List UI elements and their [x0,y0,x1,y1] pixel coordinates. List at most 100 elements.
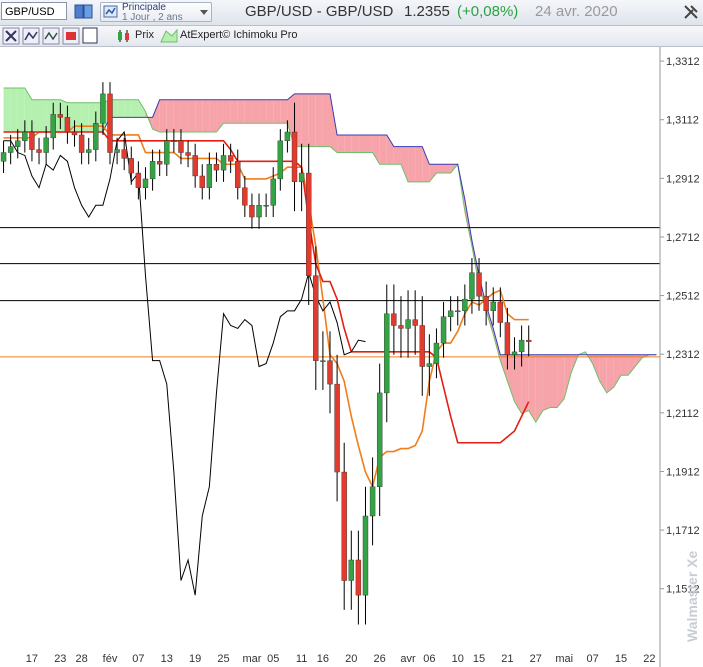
cloud-segment [479,275,487,311]
cloud-segment [308,93,316,147]
cloud-segment [53,99,61,133]
candle-body [334,383,340,473]
settings-icon[interactable] [682,3,700,21]
x-tick-label: 26 [374,653,386,665]
cloud-segment [535,354,543,423]
cloud-segment [145,111,153,130]
cloud-segment [542,354,550,411]
cloud-segment [330,93,338,153]
candle-body [362,515,369,596]
candle-body [277,140,284,180]
candle-body [149,161,156,180]
span-a-line [3,87,657,424]
x-tick-label: 11 [296,653,307,665]
x-tick-label: 25 [217,653,229,665]
candle-body [270,178,276,206]
cloud-segment [237,99,245,124]
tool-icons[interactable] [2,27,112,45]
candle-body [291,131,298,183]
view-label: Principale [122,2,166,13]
candle-body [156,161,163,165]
candle-body [235,161,241,188]
x-tick-label: 28 [75,653,87,665]
book-icon[interactable] [74,4,94,20]
y-tick-label: 1,2112 [666,408,699,420]
x-tick-label: 15 [473,653,485,665]
cloud-segment [74,102,82,133]
candle-body [256,205,262,218]
x-tick-label: 21 [501,653,513,665]
candle-body [526,339,532,342]
candle-body [64,117,71,133]
cloud-segment [400,146,409,182]
candle-body [22,131,28,142]
indicator-line [3,125,529,490]
candle-body [185,152,191,156]
candle-body [426,363,433,367]
candle-body [206,164,213,188]
cloud-segment [564,354,572,399]
view-dropdown[interactable] [100,2,212,22]
cloud-segment [315,93,323,147]
cloud-segment [613,354,621,388]
cloud-segment [131,99,139,118]
candle-body [249,205,255,218]
candle-body [391,313,397,326]
candle-body [36,149,42,153]
symbol-input[interactable]: GBP/USD [1,2,67,20]
cloud-segment [110,99,118,118]
candle-body [29,131,35,150]
quote-date: 24 avr. 2020 [535,3,618,20]
candle-body [440,316,447,344]
x-tick-label: fév [103,653,118,665]
cloud-segment [358,134,366,153]
candle-body [7,146,14,153]
x-tick-label: 16 [317,653,329,665]
cloud-segment [259,99,267,124]
y-tick-label: 1,2712 [666,232,700,244]
cloud-segment [493,328,501,361]
cloud-segment [344,134,352,153]
x-tick-label: 05 [267,653,279,665]
y-tick-label: 1,1912 [666,466,700,478]
cloud-segment [471,240,480,285]
cloud-segment [138,99,146,118]
candle-body [171,140,177,143]
candle-body [0,152,7,162]
candle-body [447,310,454,317]
cloud-segment [230,99,238,124]
candle-body [376,392,383,487]
cloud-segment [422,146,430,182]
cloud-segment [450,164,458,174]
candle-body [107,93,113,153]
cloud-segment [287,93,295,147]
candle-body [497,301,504,323]
candle-body [57,114,64,118]
cloud-segment [173,99,181,133]
candle-body [384,313,390,394]
cloud-segment [464,199,472,247]
candle-body [164,140,170,165]
cloud-segment [585,351,593,364]
y-tick-label: 1,2512 [666,291,700,303]
legend-entry: Prix [135,29,154,41]
y-tick-label: 1,1712 [666,525,700,537]
cloud-segment [443,164,451,174]
period-label: 1 Jour , 2 ans [122,12,183,23]
cloud-segment [251,99,260,124]
candle-body [93,123,99,150]
watermark: Walmaster Xe [684,550,700,642]
cloud-segment [620,354,629,376]
x-tick-label: avr [400,653,416,665]
cloud-segment [606,354,614,393]
cloud-segment [550,354,558,408]
cloud-segment [223,99,231,124]
candle-body [518,339,525,353]
cloud-segment [301,93,309,147]
candle-body [419,325,425,367]
cloud-segment [571,354,579,373]
x-tick-label: 23 [54,653,66,665]
cloud-segment [266,99,274,124]
cloud-segment [429,164,437,182]
cloud-segment [365,134,373,153]
